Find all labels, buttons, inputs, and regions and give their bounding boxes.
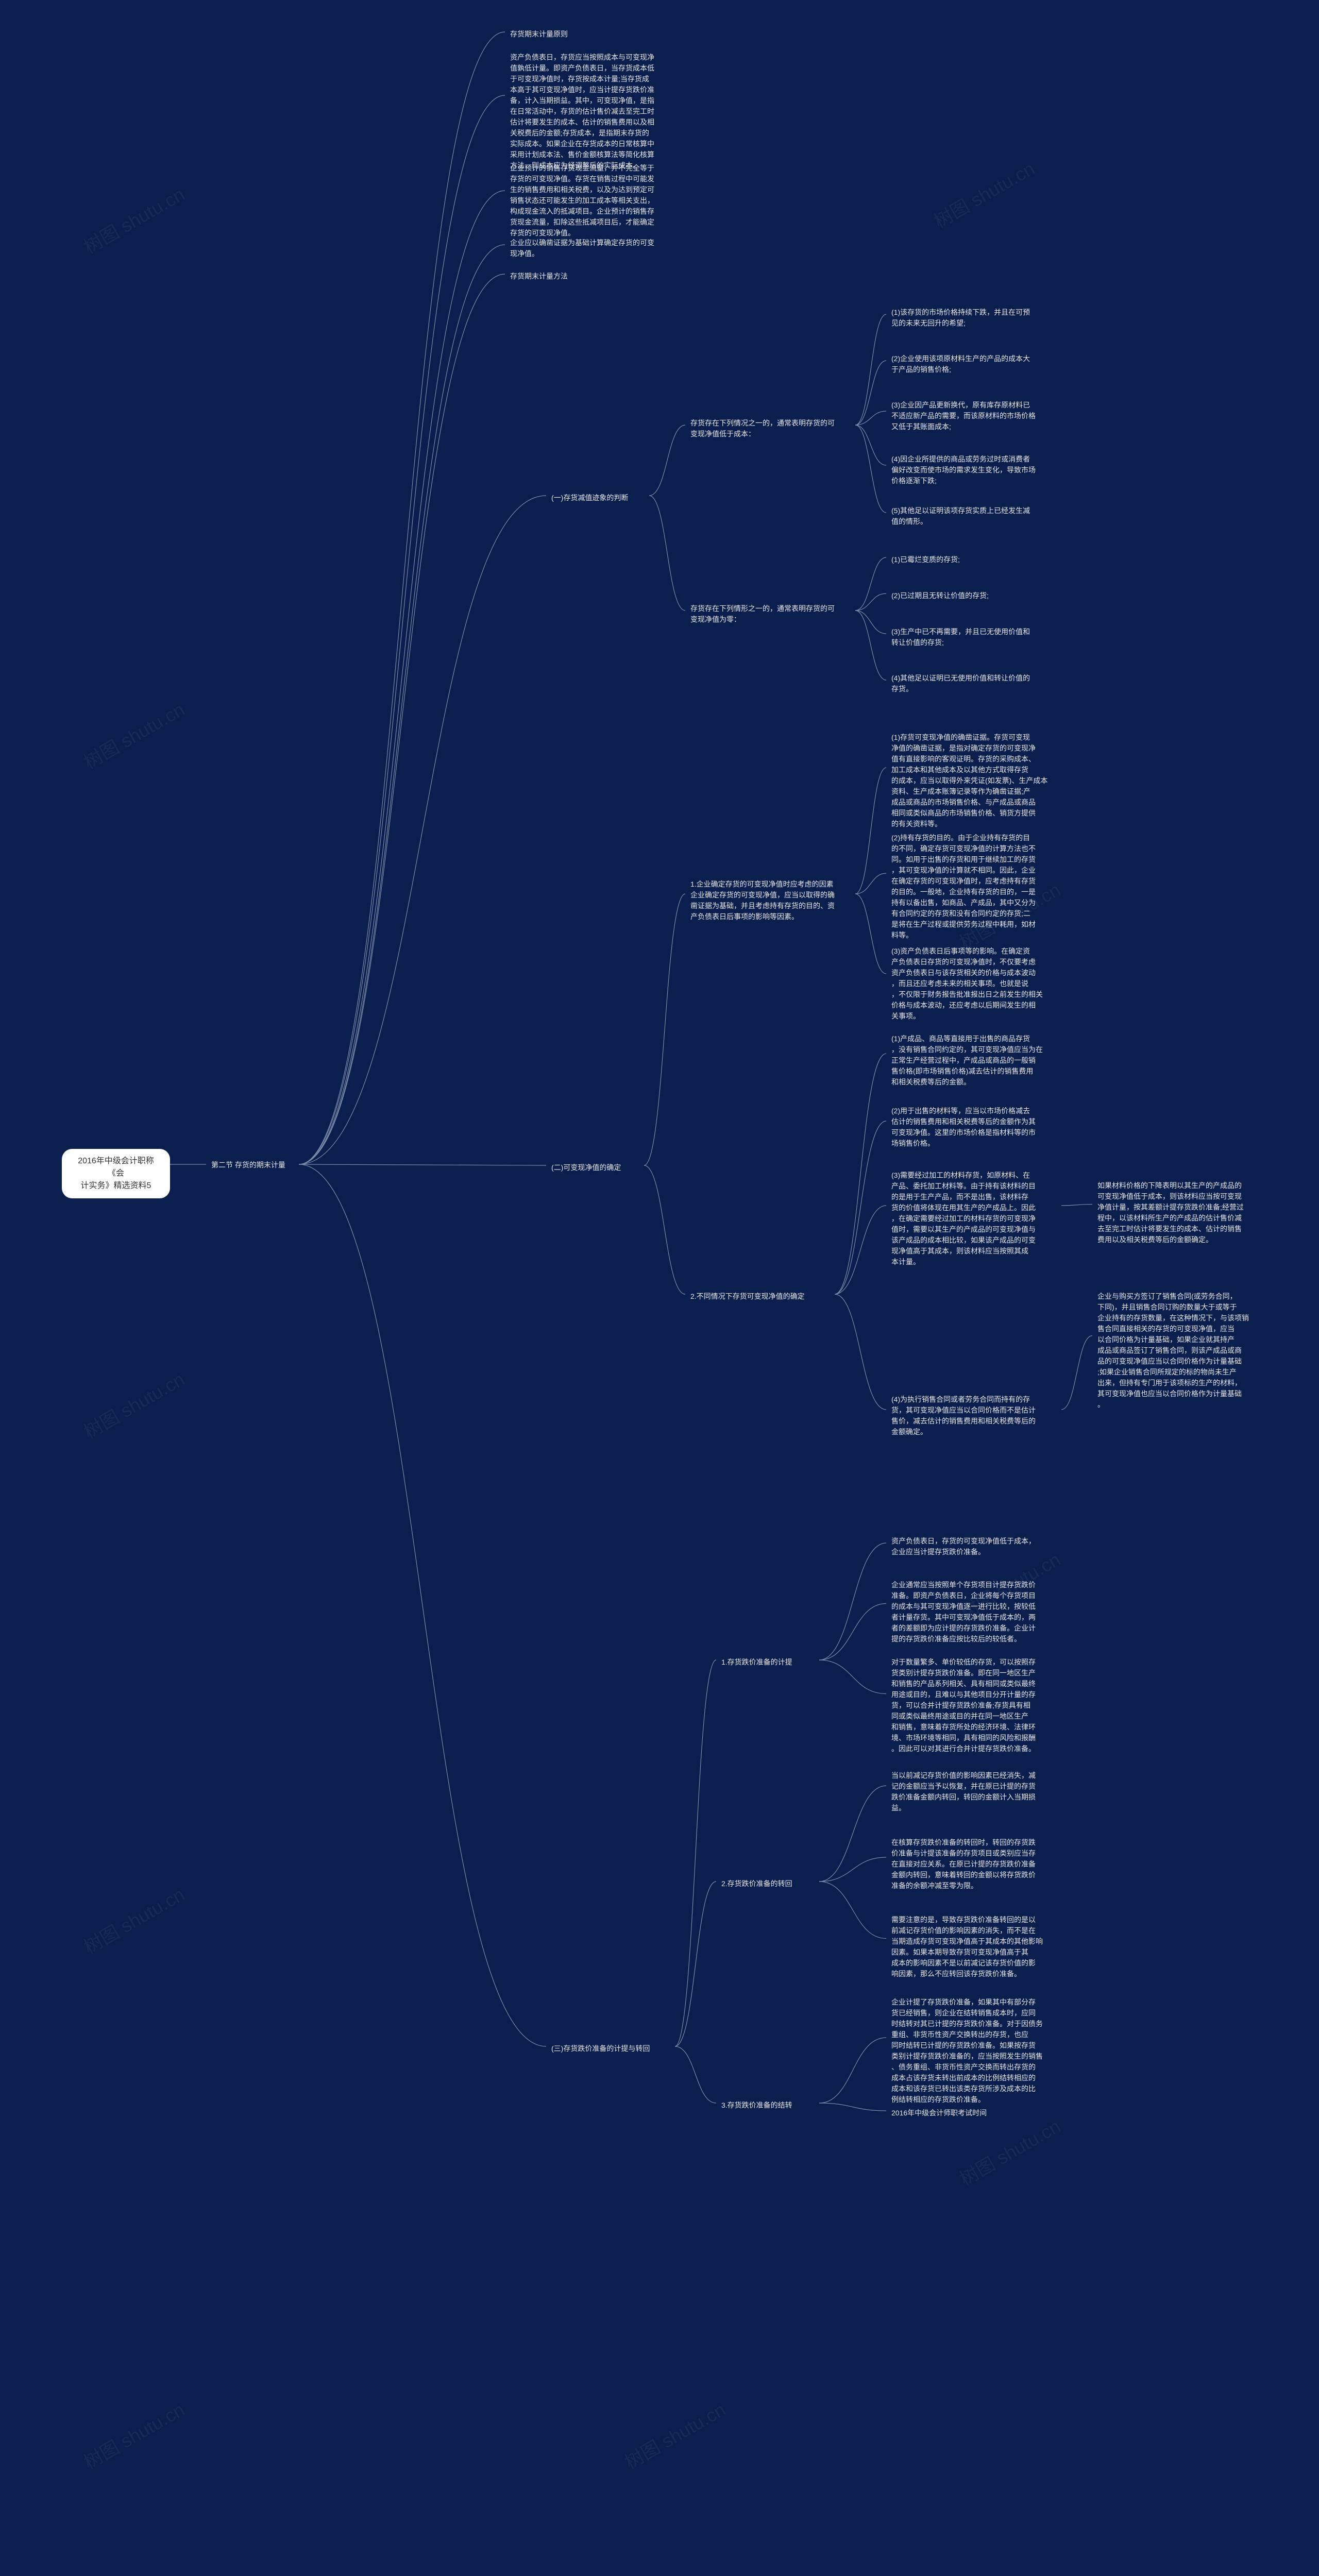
edge — [649, 425, 685, 496]
edge — [835, 1206, 886, 1294]
mindmap-node[interactable]: (3)生产中已不再需要，并且已无使用价值和转让价值的存货; — [886, 623, 1056, 651]
mindmap-node[interactable]: (3)资产负债表日后事项等的影响。在确定资产负债表日存货的可变现净值时，不仅要考… — [886, 943, 1061, 1025]
edge — [855, 425, 886, 513]
watermark: 树图 shutu.cn — [78, 1365, 189, 1444]
edge — [299, 95, 505, 1164]
edge — [819, 2103, 886, 2111]
mindmap-node[interactable]: (3)需要经过加工的材料存货，如原材料、在产品、委托加工材料等。由于持有该材料的… — [886, 1167, 1061, 1270]
mindmap-node[interactable]: 对于数量繁多、单价较低的存货，可以按照存货类别计提存货跌价准备。即在同一地区生产… — [886, 1654, 1061, 1757]
edge — [1061, 1205, 1092, 1206]
edge — [835, 1121, 886, 1294]
edge — [855, 425, 886, 465]
edge — [819, 1882, 886, 1939]
edge — [675, 1660, 716, 2046]
mindmap-node[interactable]: (一)存货减值迹象的判断 — [546, 489, 649, 506]
mindmap-node[interactable]: 第二节 存货的期末计量 — [206, 1157, 299, 1174]
edge — [819, 1660, 886, 1694]
watermark: 树图 shutu.cn — [954, 2112, 1065, 2191]
edge — [819, 2038, 886, 2103]
mindmap-node[interactable]: (二)可变现净值的确定 — [546, 1159, 644, 1176]
mindmap-node[interactable]: (4)因企业所提供的商品或劳务过时或消费者偏好改变而使市场的需求发生变化，导致市… — [886, 451, 1056, 489]
edge — [855, 594, 886, 611]
edge — [299, 274, 505, 1164]
edge — [855, 873, 886, 894]
mindmap-node[interactable]: 当以前减记存货价值的影响因素已经消失，减记的金额应当予以恢复，并在原已计提的存货… — [886, 1767, 1061, 1817]
mindmap-node[interactable]: 1.存货跌价准备的计提 — [716, 1654, 819, 1671]
mindmap-node[interactable]: 企业通常应当按照单个存货项目计提存货跌价准备。即资产负债表日，企业将每个存货项目… — [886, 1577, 1061, 1648]
edge — [855, 411, 886, 425]
mindmap-node[interactable]: 企业应以确凿证据为基础计算确定存货的可变现净值。 — [505, 234, 675, 262]
watermark: 树图 shutu.cn — [78, 180, 189, 259]
mindmap-node[interactable]: 资产负债表日，存货应当按照成本与可变现净值孰低计量。即资产负债表日，当存货成本低… — [505, 49, 675, 174]
edge — [299, 1164, 546, 2046]
edge — [855, 557, 886, 611]
mindmap-node[interactable]: 2.存货跌价准备的转回 — [716, 1875, 819, 1892]
mindmap-node[interactable]: 需要注意的是，导致存货跌价准备转回的是以前减记存货价值的影响因素的消失，而不是在… — [886, 1911, 1061, 1982]
mindmap-node[interactable]: (4)其他足以证明已无使用价值和转让价值的存货。 — [886, 670, 1056, 698]
mindmap-node[interactable]: 存货存在下列情况之一的，通常表明存货的可变现净值低于成本： — [685, 415, 855, 443]
mindmap-node[interactable]: (2)持有存货的目的。由于企业持有存货的目的不同，确定存货可变现净值的计算方法也… — [886, 829, 1061, 944]
watermark: 树图 shutu.cn — [78, 695, 189, 774]
edge — [299, 32, 505, 1164]
mindmap-node[interactable]: (3)企业因产品更新换代，原有库存原材料已不适应新产品的需要，而该原材料的市场价… — [886, 397, 1056, 435]
mindmap-node[interactable]: 1.企业确定存货的可变现净值时应考虑的因素企业确定存货的可变现净值，应当以取得的… — [685, 876, 855, 925]
edge — [675, 2046, 716, 2103]
edge — [855, 611, 886, 680]
edge — [855, 894, 886, 974]
edge — [835, 1054, 886, 1294]
mindmap-node[interactable]: (2)用于出售的材料等，应当以市场价格减去估计的销售费用和相关税费等后的金额作为… — [886, 1103, 1061, 1152]
edge — [299, 245, 505, 1164]
mindmap-node[interactable]: 存货期末计量方法 — [505, 268, 587, 285]
mindmap-node[interactable]: (1)存货可变现净值的确凿证据。存货可变现净值的确凿证据，是指对确定存货的可变现… — [886, 729, 1061, 833]
mindmap-node[interactable]: 企业与购买方签订了销售合同(或劳务合同，下同)，并且销售合同订购的数量大于或等于… — [1092, 1288, 1267, 1413]
mindmap-node[interactable]: 在核算存货跌价准备的转回时，转回的存货跌价准备与计提该准备的存货项目或类别应当存… — [886, 1834, 1061, 1894]
edge — [855, 314, 886, 425]
watermark: 树图 shutu.cn — [78, 1880, 189, 1959]
watermark: 树图 shutu.cn — [928, 154, 1039, 233]
edge — [299, 1164, 546, 1165]
edge — [649, 496, 685, 611]
edge — [835, 1294, 886, 1410]
edge — [1061, 1336, 1092, 1410]
watermark: 树图 shutu.cn — [619, 2395, 730, 2475]
mindmap-container: 树图 shutu.cn 树图 shutu.cn 树图 shutu.cn 树图 shut… — [0, 0, 1319, 2576]
mindmap-node[interactable]: 存货存在下列情形之一的，通常表明存货的可变现净值为零： — [685, 600, 855, 628]
mindmap-node[interactable]: (5)其他足以证明该项存货实质上已经发生减值的情形。 — [886, 502, 1056, 530]
edge — [819, 1857, 886, 1882]
mindmap-node[interactable]: 企业预计的销售存货现金流量，并不完全等于存货的可变现净值。存货在销售过程中可能发… — [505, 160, 675, 242]
mindmap-node[interactable]: (2)已过期且无转让价值的存货; — [886, 587, 1030, 604]
mindmap-node[interactable]: (1)产成品、商品等直接用于出售的商品存货，没有销售合同约定的，其可变现净值应当… — [886, 1030, 1061, 1091]
mindmap-node[interactable]: 2016年中级会计师职考试时间 — [886, 2105, 1015, 2122]
mindmap-node[interactable]: 3.存货跌价准备的结转 — [716, 2097, 819, 2114]
mindmap-node[interactable]: 企业计提了存货跌价准备，如果其中有部分存货已经销售，则企业在结转销售成本时，应同… — [886, 1994, 1061, 2108]
mindmap-node[interactable]: 资产负债表日，存货的可变现净值低于成本，企业应当计提存货跌价准备。 — [886, 1533, 1056, 1561]
mindmap-node[interactable]: (1)已霉烂变质的存货; — [886, 551, 1015, 568]
mindmap-node[interactable]: (4)为执行销售合同或者劳务合同而持有的存货，其可变现净值应当以合同价格而不是估… — [886, 1391, 1061, 1440]
watermark: 树图 shutu.cn — [78, 2395, 189, 2475]
edge — [299, 191, 505, 1164]
edge — [855, 611, 886, 634]
edge — [855, 768, 886, 894]
mindmap-node[interactable]: 2.不同情况下存货可变现净值的确定 — [685, 1288, 835, 1305]
mindmap-node[interactable]: 存货期末计量原则 — [505, 26, 598, 43]
edge — [819, 1604, 886, 1660]
mindmap-node[interactable]: 如果材料价格的下降表明以其生产的产成品的可变现净值低于成本，则该材料应当按可变现… — [1092, 1177, 1267, 1248]
edge — [644, 1165, 685, 1294]
mindmap-node[interactable]: (1)该存货的市场价格持续下跌，并且在可预见的未来无回升的希望; — [886, 304, 1056, 332]
root-node[interactable]: 2016年中级会计职称《会计实务》精选资料5 — [62, 1149, 170, 1198]
edge — [299, 496, 546, 1164]
edge — [819, 1786, 886, 1882]
edge — [819, 1543, 886, 1660]
mindmap-node[interactable]: (2)企业使用该项原材料生产的产品的成本大于产品的销售价格; — [886, 350, 1056, 378]
edge — [855, 361, 886, 425]
edge — [644, 894, 685, 1165]
edge — [675, 1882, 716, 2046]
mindmap-node[interactable]: (三)存货跌价准备的计提与转回 — [546, 2040, 675, 2057]
